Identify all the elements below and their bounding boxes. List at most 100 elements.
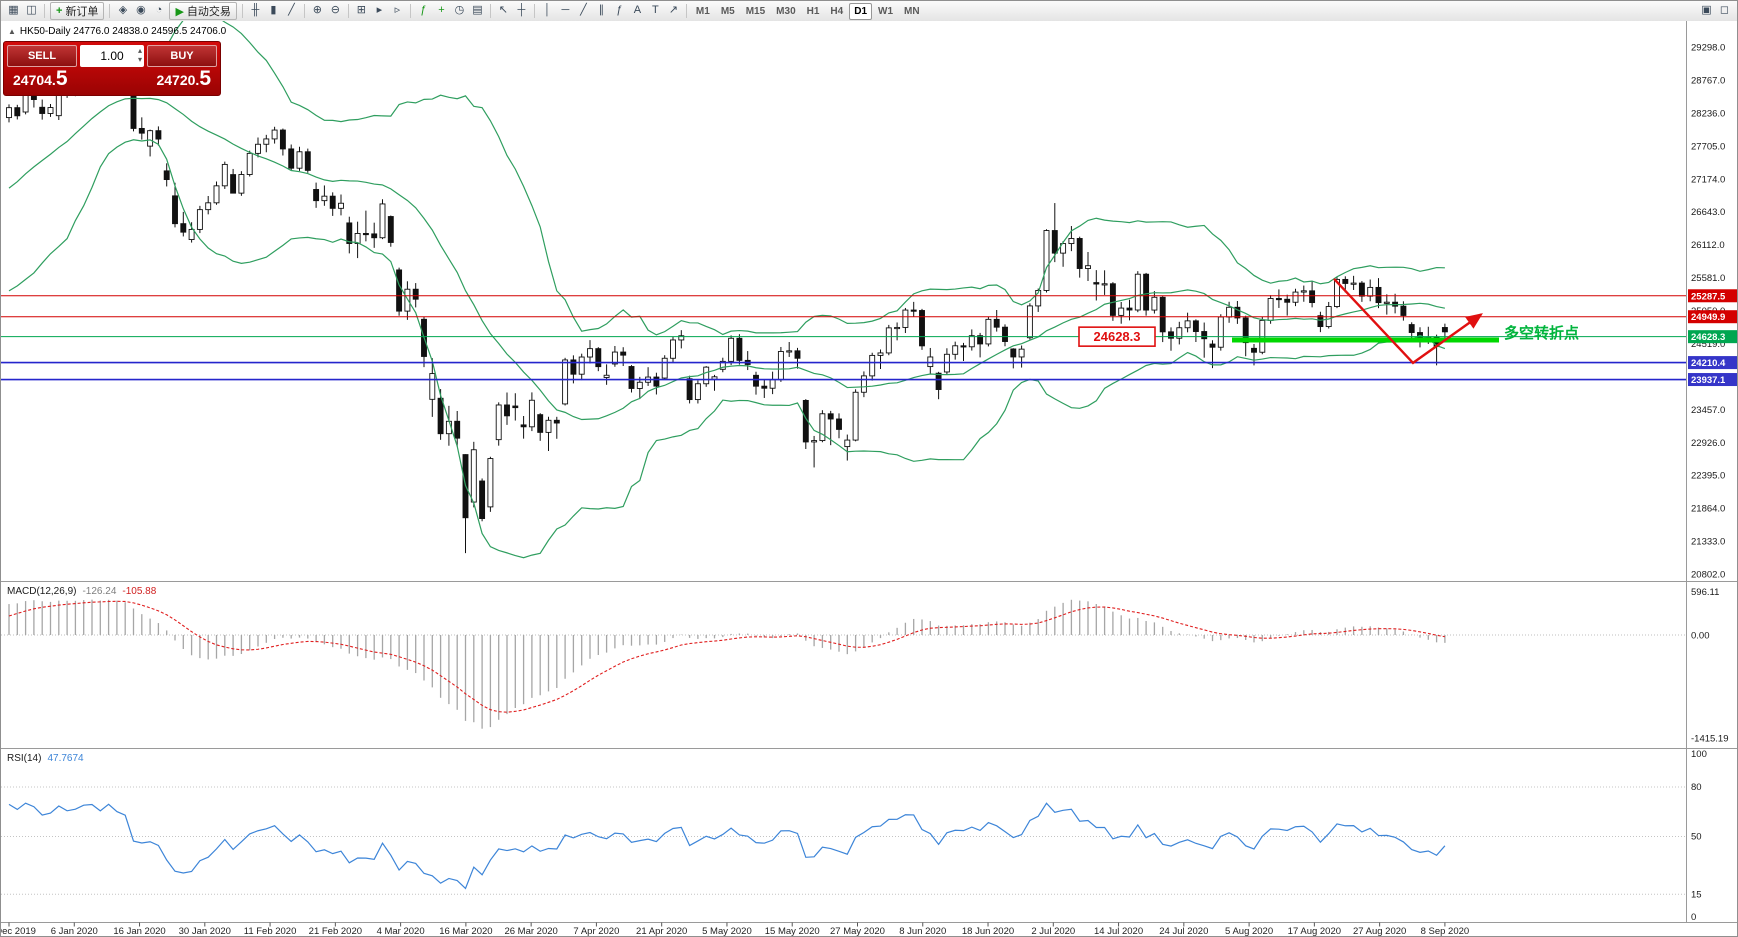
timeframe-h4[interactable]: H4 <box>830 5 844 17</box>
svg-text:15: 15 <box>1691 889 1702 900</box>
price-axis[interactable]: 20802.0 21333.0 21864.0 22395.0 22926.0 23457… <box>1688 43 1738 924</box>
svg-text:8 Jun 2020: 8 Jun 2020 <box>899 926 946 937</box>
zoom-in-icon[interactable]: ⊕ <box>312 4 323 16</box>
print-icon[interactable]: ▣ <box>1701 4 1712 16</box>
rsi-value: 47.7674 <box>47 753 84 764</box>
new-order-label: 新订单 <box>65 6 99 18</box>
svg-text:27705.0: 27705.0 <box>1691 141 1725 152</box>
svg-text:24519.0: 24519.0 <box>1691 339 1725 350</box>
market-watch-icon[interactable]: ◈ <box>118 4 128 16</box>
buy-price-pip: 5 <box>199 67 211 90</box>
svg-text:30 Jan 2020: 30 Jan 2020 <box>179 926 231 937</box>
line-chart-type-icon[interactable]: ╱ <box>288 4 295 16</box>
volume-input[interactable]: 1.00 ▴ ▾ <box>80 45 144 67</box>
navigator-icon[interactable]: ◔ <box>155 4 163 16</box>
svg-text:14 Jul 2020: 14 Jul 2020 <box>1094 926 1143 937</box>
svg-text:23937.1: 23937.1 <box>1691 375 1726 386</box>
crosshair-tool-icon[interactable]: ┼ <box>517 4 526 16</box>
rsi-label-text: RSI(14) <box>7 753 42 764</box>
templates-icon[interactable]: ▤ <box>472 4 483 16</box>
svg-text:80: 80 <box>1691 782 1702 793</box>
price-tag <box>1688 289 1737 303</box>
auto-trading-label: 自动交易 <box>186 6 231 18</box>
chart-canvas[interactable]: 24628.3 多空转折点 20802.0 21333.0 21864.0 22395.0… <box>1 21 1738 937</box>
cursor-tool-icon[interactable]: ↖ <box>498 4 509 16</box>
svg-text:27 Aug 2020: 27 Aug 2020 <box>1353 926 1406 937</box>
new-order-button[interactable]: + 新订单 <box>50 2 105 20</box>
period-selector-icon[interactable]: ◷ <box>454 4 465 16</box>
macd-label-text: MACD(12,26,9) <box>7 586 77 597</box>
volume-up-icon[interactable]: ▴ <box>137 46 142 55</box>
svg-text:0: 0 <box>1691 912 1696 923</box>
label-tool-icon[interactable]: T <box>652 4 659 16</box>
vertical-line-tool-icon[interactable]: │ <box>543 4 551 16</box>
arrows-tool-icon[interactable]: ↗ <box>668 4 679 16</box>
chart-shift-icon[interactable]: ▹ <box>394 4 401 16</box>
svg-text:6 Jan 2020: 6 Jan 2020 <box>51 926 98 937</box>
auto-trading-button[interactable]: ▶ 自动交易 <box>169 2 237 20</box>
buy-button[interactable]: BUY <box>147 45 217 67</box>
trendline-tool-icon[interactable]: ╱ <box>580 4 587 16</box>
text-tool-icon[interactable]: A <box>633 4 642 16</box>
channel-tool-icon[interactable]: ∥ <box>598 4 605 16</box>
add-indicator-icon[interactable]: + <box>438 4 445 16</box>
svg-text:28236.0: 28236.0 <box>1691 108 1725 119</box>
timeframe-d1[interactable]: D1 <box>849 2 873 20</box>
panel-separators[interactable] <box>1 21 1738 923</box>
price-tag <box>1688 310 1737 324</box>
svg-text:22395.0: 22395.0 <box>1691 471 1725 482</box>
volume-value: 1.00 <box>100 49 124 63</box>
sell-button[interactable]: SELL <box>7 45 77 67</box>
tile-windows-icon[interactable]: ⊞ <box>356 4 367 16</box>
sell-price-main: 24704. <box>13 72 56 88</box>
auto-trading-icon: ▶ <box>175 5 184 18</box>
price-callout-box <box>1078 326 1156 347</box>
macd-panel <box>1 599 1687 729</box>
timeframe-m1[interactable]: M1 <box>695 5 710 17</box>
toolbar-separator <box>44 4 45 18</box>
svg-text:25581.0: 25581.0 <box>1691 273 1725 284</box>
timeframe-m30[interactable]: M30 <box>776 5 796 17</box>
time-axis[interactable]: 30 Dec 2019 6 Jan 2020 16 Jan 2020 30 Jan 2… <box>1 922 1469 937</box>
toolbar-separator <box>241 4 243 18</box>
zoom-out-icon[interactable]: ⊖ <box>330 4 341 16</box>
toolbar-separator <box>109 4 111 18</box>
timeframe-m5[interactable]: M5 <box>720 5 735 17</box>
svg-text:50: 50 <box>1691 832 1702 843</box>
auto-scroll-icon[interactable]: ▸ <box>376 4 383 16</box>
rsi-panel <box>1 786 1687 895</box>
price-callout-text: 24628.3 <box>1094 329 1141 344</box>
rsi-indicator-label: RSI(14) 47.7674 <box>7 753 84 764</box>
timeframe-mn[interactable]: MN <box>904 5 920 17</box>
volume-spinner[interactable]: ▴ ▾ <box>138 46 142 64</box>
timeframe-h1[interactable]: H1 <box>806 5 820 17</box>
turning-point-note: 多空转折点 <box>1504 324 1579 342</box>
fibonacci-tool-icon[interactable]: ƒ <box>616 4 623 16</box>
macd-main-value: -126.24 <box>82 586 117 597</box>
svg-text:16 Jan 2020: 16 Jan 2020 <box>113 926 165 937</box>
print-preview-icon[interactable]: ◻ <box>1719 4 1730 16</box>
svg-text:24210.4: 24210.4 <box>1691 358 1726 369</box>
symbol-ohlc-text: HK50-Daily 24776.0 24838.0 24596.5 24706… <box>19 26 227 37</box>
candlestick-type-icon[interactable]: ▮ <box>270 4 277 16</box>
bar-chart-type-icon[interactable]: ╫ <box>251 4 260 16</box>
svg-text:-1415.19: -1415.19 <box>1691 733 1729 744</box>
macd-signal-value: -105.88 <box>122 586 157 597</box>
svg-text:22926.0: 22926.0 <box>1691 438 1725 449</box>
indicators-list-icon[interactable]: ƒ <box>420 4 427 16</box>
collapse-panel-icon[interactable]: ▲ <box>8 27 16 36</box>
timeframe-w1[interactable]: W1 <box>878 5 894 17</box>
volume-down-icon[interactable]: ▾ <box>137 55 142 64</box>
symbol-ohlc-line: ▲ HK50-Daily 24776.0 24838.0 24596.5 247… <box>8 26 226 37</box>
svg-text:21333.0: 21333.0 <box>1691 537 1725 548</box>
horizontal-line-tool-icon[interactable]: ─ <box>561 4 570 16</box>
data-window-icon[interactable]: ◉ <box>136 4 146 16</box>
one-click-trade-panel: SELL 1.00 ▴ ▾ BUY 24704.5 24720.5 <box>3 41 221 96</box>
svg-text:24949.9: 24949.9 <box>1691 312 1725 323</box>
horizontal-level-lines[interactable] <box>1 295 1687 381</box>
chart-profiles-icon[interactable]: ◫ <box>26 4 37 16</box>
timeframe-m15[interactable]: M15 <box>745 5 766 17</box>
chart-annotations[interactable]: 24628.3 多空转折点 <box>1078 278 1579 365</box>
new-chart-icon[interactable]: ▦ <box>8 4 19 16</box>
